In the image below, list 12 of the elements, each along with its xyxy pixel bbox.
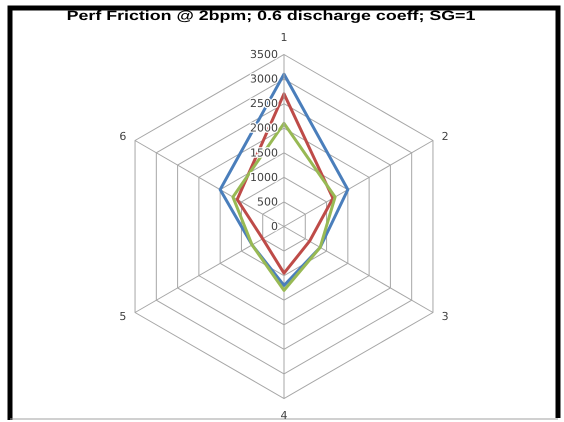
spoke-label: 6 bbox=[119, 130, 126, 143]
spoke-label: 4 bbox=[280, 409, 288, 422]
y-tick-label: 3000 bbox=[250, 72, 278, 86]
spoke-label: 5 bbox=[119, 310, 126, 323]
y-tick-label: 0 bbox=[271, 220, 278, 234]
chart-title: Perf Friction @ 2bpm; 0.6 discharge coeff; SG=1 bbox=[66, 8, 476, 24]
spoke-label: 3 bbox=[442, 310, 449, 323]
spoke-label: 2 bbox=[442, 130, 449, 143]
spoke-label: 1 bbox=[280, 31, 288, 44]
y-tick-label: 500 bbox=[257, 195, 278, 208]
y-tick-label: 3500 bbox=[250, 48, 278, 62]
y-tick-label: 1000 bbox=[250, 170, 278, 184]
